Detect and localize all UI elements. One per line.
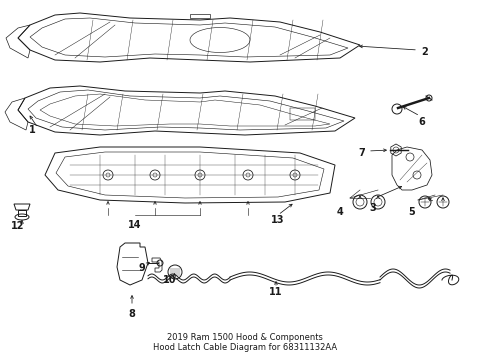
Text: 2019 Ram 1500 Hood & Components: 2019 Ram 1500 Hood & Components — [167, 333, 323, 342]
Text: 9: 9 — [139, 263, 146, 273]
Text: 14: 14 — [128, 220, 142, 230]
Text: 7: 7 — [359, 148, 366, 158]
Text: 12: 12 — [11, 221, 25, 231]
Text: 4: 4 — [337, 207, 343, 217]
Text: 8: 8 — [128, 309, 135, 319]
Text: 1: 1 — [28, 125, 35, 135]
Text: 10: 10 — [163, 275, 177, 285]
Text: 6: 6 — [418, 117, 425, 127]
Text: 2: 2 — [421, 47, 428, 57]
Text: 11: 11 — [269, 287, 283, 297]
Text: 13: 13 — [271, 215, 285, 225]
Text: 3: 3 — [369, 203, 376, 213]
Text: 5: 5 — [409, 207, 416, 217]
Text: Hood Latch Cable Diagram for 68311132AA: Hood Latch Cable Diagram for 68311132AA — [153, 343, 337, 352]
